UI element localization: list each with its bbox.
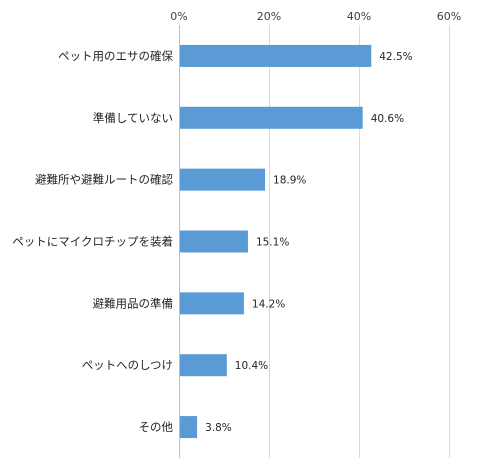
bar xyxy=(180,354,227,377)
data-labels: 42.5% 40.6% 18.9% 15.1% 14.2% 10.4% 3.8% xyxy=(205,51,413,434)
x-tick-label: 60% xyxy=(437,10,461,23)
bar xyxy=(180,106,363,129)
category-label: 避難所や避難ルートの確認 xyxy=(35,173,173,187)
category-label: 避難用品の準備 xyxy=(93,296,174,310)
x-tick-label: 0% xyxy=(170,10,187,23)
category-label: その他 xyxy=(139,420,174,434)
bars xyxy=(180,44,372,439)
data-label: 3.8% xyxy=(205,422,232,434)
data-label: 42.5% xyxy=(379,51,412,63)
data-label: 14.2% xyxy=(252,298,285,310)
gridlines xyxy=(179,25,450,458)
category-label: 準備していない xyxy=(93,111,173,125)
bar xyxy=(180,416,198,439)
bar xyxy=(180,230,248,253)
x-tick-label: 40% xyxy=(347,10,371,23)
bar xyxy=(180,44,372,67)
bar xyxy=(180,168,266,191)
category-label: ペットにマイクロチップを装着 xyxy=(12,235,173,249)
data-label: 40.6% xyxy=(371,113,404,125)
x-tick-label: 20% xyxy=(257,10,281,23)
x-axis-ticks: 0% 20% 40% 60% xyxy=(170,10,461,23)
data-label: 18.9% xyxy=(273,175,306,187)
category-labels: ペット用のエサの確保準備していない避難所や避難ルートの確認ペットにマイクロチップ… xyxy=(12,49,173,434)
data-label: 15.1% xyxy=(256,237,289,249)
category-label: ペットへのしつけ xyxy=(82,358,173,372)
bar xyxy=(180,292,244,315)
data-label: 10.4% xyxy=(235,360,268,372)
category-label: ペット用のエサの確保 xyxy=(58,49,173,63)
